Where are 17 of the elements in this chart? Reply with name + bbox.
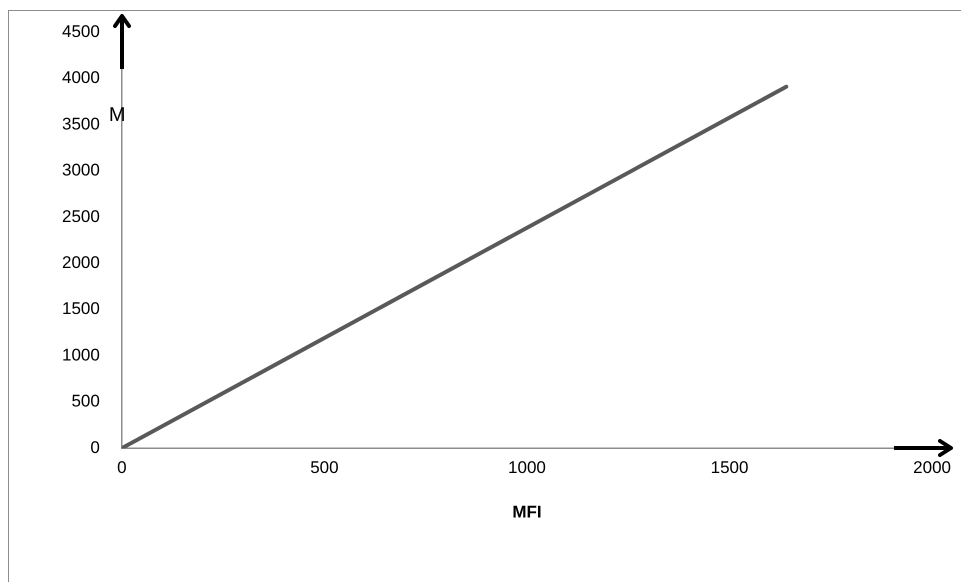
y-tick-label: 3500 xyxy=(62,114,100,134)
x-tick-label: 0 xyxy=(117,458,127,478)
y-tick-label: 4000 xyxy=(62,68,100,88)
x-tick-label: 1000 xyxy=(508,458,546,478)
y-tick-label: 500 xyxy=(71,392,100,411)
y-tick-label: 2500 xyxy=(62,206,100,226)
y-tick-label: 2000 xyxy=(62,253,100,272)
x-axis-title: MFI xyxy=(512,502,542,522)
y-tick-label: 4500 xyxy=(62,22,100,41)
x-tick-label: 1500 xyxy=(710,458,748,478)
x-tick-label: 2000 xyxy=(913,458,952,478)
y-tick-label: 1500 xyxy=(62,299,100,318)
y-tick-label: 1000 xyxy=(62,345,100,364)
x-tick-label: 500 xyxy=(310,458,339,478)
y-axis-title: M xyxy=(108,104,126,126)
y-tick-label: 0 xyxy=(90,438,100,457)
y-tick-label: 3000 xyxy=(62,160,100,180)
